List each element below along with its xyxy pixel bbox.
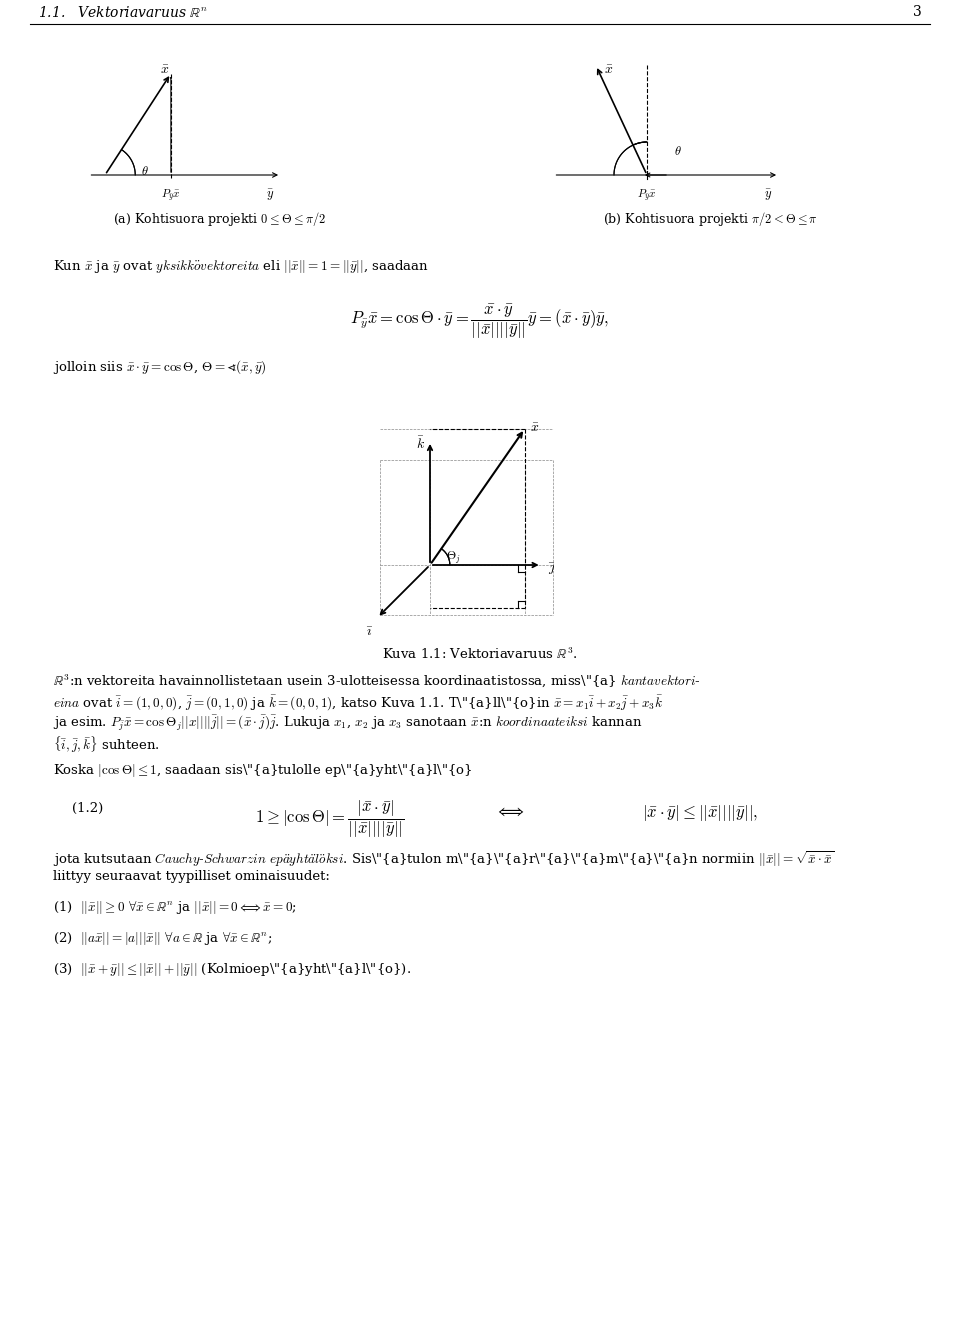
Text: $\Longleftrightarrow$: $\Longleftrightarrow$ [495, 803, 525, 821]
Text: $\mathit{eina}$ ovat $\bar{i} = (1,0,0)$, $\bar{j} = (0,1,0)$ ja $\bar{k} = (0,0: $\mathit{eina}$ ovat $\bar{i} = (1,0,0)$… [53, 693, 663, 712]
Text: $P_{\bar{y}}\bar{x} = \cos\Theta \cdot \bar{y} = \dfrac{\bar{x} \cdot \bar{y}}{|: $P_{\bar{y}}\bar{x} = \cos\Theta \cdot \… [350, 302, 610, 341]
Text: $\mathbb{R}^3$:n vektoreita havainnollistetaan usein 3-ulotteisessa koordinaatis: $\mathbb{R}^3$:n vektoreita havainnollis… [53, 672, 701, 689]
Text: $\bar{x}$: $\bar{x}$ [604, 63, 613, 77]
Text: ja esim. $P_{\bar{j}}\bar{x} = \cos\Theta_j ||x|| ||\bar{j}|| = (\bar{x} \cdot \: ja esim. $P_{\bar{j}}\bar{x} = \cos\Thet… [53, 714, 642, 733]
Text: $\bar{\imath}$: $\bar{\imath}$ [366, 624, 373, 639]
Text: $\theta$: $\theta$ [141, 165, 149, 179]
Text: $\{\bar{i}, \bar{j}, \bar{k}\}$ suhteen.: $\{\bar{i}, \bar{j}, \bar{k}\}$ suhteen. [53, 735, 159, 755]
Text: $\bar{x}$: $\bar{x}$ [530, 422, 540, 435]
Text: (3)  $||\bar{x} + \bar{y}|| \leq ||\bar{x}|| + ||\bar{y}||$ (Kolmioep\"{a}yht\"{: (3) $||\bar{x} + \bar{y}|| \leq ||\bar{x… [53, 962, 411, 978]
Text: $P_{\bar{y}}\bar{x}$: $P_{\bar{y}}\bar{x}$ [637, 187, 657, 204]
Text: (a) Kohtisuora projekti $0 \leq \Theta \leq \pi/2$: (a) Kohtisuora projekti $0 \leq \Theta \… [113, 210, 326, 228]
Text: 1.1.   Vektoriavaruus $\mathbb{R}^n$: 1.1. Vektoriavaruus $\mathbb{R}^n$ [38, 5, 208, 20]
Text: 3: 3 [913, 5, 922, 19]
Text: $\bar{x}$: $\bar{x}$ [160, 63, 169, 77]
Text: $\bar{y}$: $\bar{y}$ [266, 187, 275, 201]
Text: $\theta$: $\theta$ [675, 145, 683, 157]
Text: Kun $\bar{x}$ ja $\bar{y}$ ovat $\mathit{yksikk\ddot{o}vektoreita}$ eli $||\bar{: Kun $\bar{x}$ ja $\bar{y}$ ovat $\mathit… [53, 258, 428, 275]
Text: $|\bar{x} \cdot \bar{y}| \leq ||\bar{x}||||\bar{y}||,$: $|\bar{x} \cdot \bar{y}| \leq ||\bar{x}|… [642, 803, 758, 823]
Text: $P_{\bar{y}}\bar{x}$: $P_{\bar{y}}\bar{x}$ [161, 187, 180, 204]
Text: $\bar{k}$: $\bar{k}$ [417, 436, 425, 453]
Text: (b) Kohtisuora projekti $\pi/2 < \Theta \leq \pi$: (b) Kohtisuora projekti $\pi/2 < \Theta … [603, 210, 818, 228]
Text: (1.2): (1.2) [72, 802, 104, 815]
Text: Kuva 1.1: Vektoriavaruus $\mathbb{R}^3$.: Kuva 1.1: Vektoriavaruus $\mathbb{R}^3$. [382, 647, 578, 662]
Text: $\Theta_j$: $\Theta_j$ [445, 549, 461, 567]
Text: jolloin siis $\bar{x} \cdot \bar{y} = \cos\Theta$, $\Theta = \sphericalangle(\ba: jolloin siis $\bar{x} \cdot \bar{y} = \c… [53, 359, 267, 376]
Text: $\bar{y}$: $\bar{y}$ [764, 187, 772, 201]
Text: (1)  $||\bar{x}|| \geq 0$ $\forall \bar{x} \in \mathbb{R}^n$ ja $||\bar{x}|| = 0: (1) $||\bar{x}|| \geq 0$ $\forall \bar{x… [53, 898, 297, 916]
Text: jota kutsutaan $\mathit{Cauchy}$-$\mathit{Schwarzin\ ep\ddot{a}yht\ddot{a}l\ddot: jota kutsutaan $\mathit{Cauchy}$-$\mathi… [53, 849, 834, 869]
Text: liittyy seuraavat tyypilliset ominaisuudet:: liittyy seuraavat tyypilliset ominaisuud… [53, 870, 330, 882]
Text: $\bar{\jmath}$: $\bar{\jmath}$ [548, 561, 555, 577]
Text: (2)  $||a\bar{x}|| = |a|||\bar{x}||$ $\forall a \in \mathbb{R}$ ja $\forall \bar: (2) $||a\bar{x}|| = |a|||\bar{x}||$ $\fo… [53, 929, 273, 947]
Text: Koska $|\cos\Theta| \leq 1$, saadaan sis\"{a}tulolle ep\"{a}yht\"{a}l\"{o}: Koska $|\cos\Theta| \leq 1$, saadaan sis… [53, 761, 472, 779]
Text: $1 \geq |\cos\Theta| = \dfrac{|\bar{x} \cdot \bar{y}|}{||\bar{x}||||\bar{y}||}$: $1 \geq |\cos\Theta| = \dfrac{|\bar{x} \… [255, 799, 405, 841]
